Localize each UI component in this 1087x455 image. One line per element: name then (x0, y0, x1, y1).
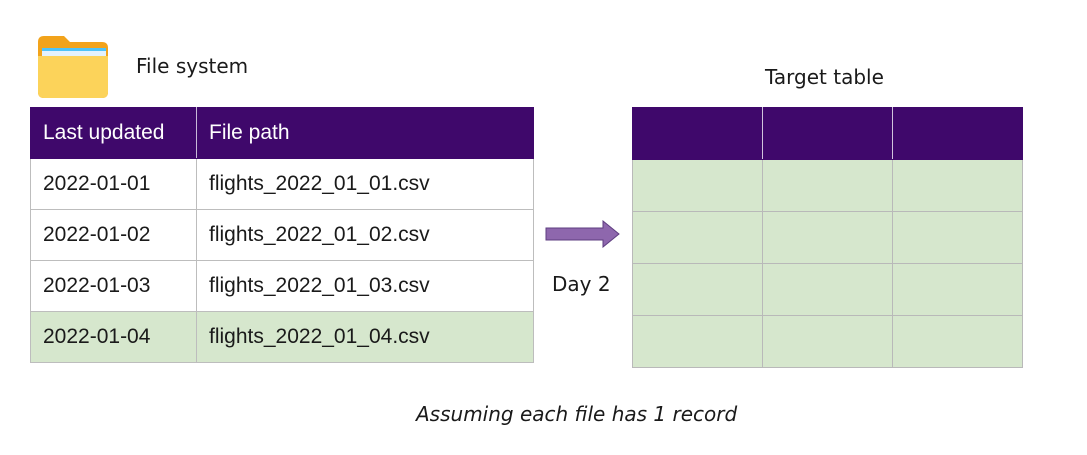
column-header-file-path: File path (196, 107, 534, 159)
target-cell (762, 159, 893, 212)
target-cell (632, 263, 763, 316)
column-header-last-updated: Last updated (30, 107, 197, 159)
target-header-row (632, 107, 1023, 160)
table-row: 2022-01-03 flights_2022_01_03.csv (30, 260, 534, 312)
last-updated-cell: 2022-01-01 (30, 158, 197, 210)
target-row (632, 263, 1023, 316)
file-system-table: Last updated File path 2022-01-01 flight… (30, 107, 534, 363)
file-path-cell: flights_2022_01_03.csv (196, 260, 534, 312)
target-cell (762, 315, 893, 368)
target-table (632, 107, 1023, 368)
target-cell (892, 315, 1023, 368)
last-updated-cell: 2022-01-02 (30, 209, 197, 261)
caption-text: Assuming each file has 1 record (416, 402, 738, 426)
file-system-label: File system (136, 54, 249, 78)
table-row: 2022-01-01 flights_2022_01_01.csv (30, 158, 534, 210)
target-header-cell (762, 107, 893, 160)
file-path-cell: flights_2022_01_01.csv (196, 158, 534, 210)
target-header-cell (632, 107, 763, 160)
target-cell (762, 211, 893, 264)
target-row (632, 211, 1023, 264)
table-header-row: Last updated File path (30, 107, 534, 159)
last-updated-cell: 2022-01-04 (30, 311, 197, 363)
table-row-highlighted: 2022-01-04 flights_2022_01_04.csv (30, 311, 534, 363)
table-row: 2022-01-02 flights_2022_01_02.csv (30, 209, 534, 261)
target-row (632, 159, 1023, 212)
target-table-label: Target table (765, 65, 884, 89)
file-path-cell: flights_2022_01_02.csv (196, 209, 534, 261)
folder-icon (38, 36, 108, 98)
target-cell (892, 159, 1023, 212)
target-row (632, 315, 1023, 368)
file-path-cell: flights_2022_01_04.csv (196, 311, 534, 363)
target-header-cell (892, 107, 1023, 160)
target-cell (632, 315, 763, 368)
target-cell (762, 263, 893, 316)
target-cell (632, 211, 763, 264)
day-label: Day 2 (552, 272, 611, 296)
right-arrow-icon (545, 220, 620, 248)
target-cell (892, 263, 1023, 316)
last-updated-cell: 2022-01-03 (30, 260, 197, 312)
target-cell (892, 211, 1023, 264)
target-cell (632, 159, 763, 212)
